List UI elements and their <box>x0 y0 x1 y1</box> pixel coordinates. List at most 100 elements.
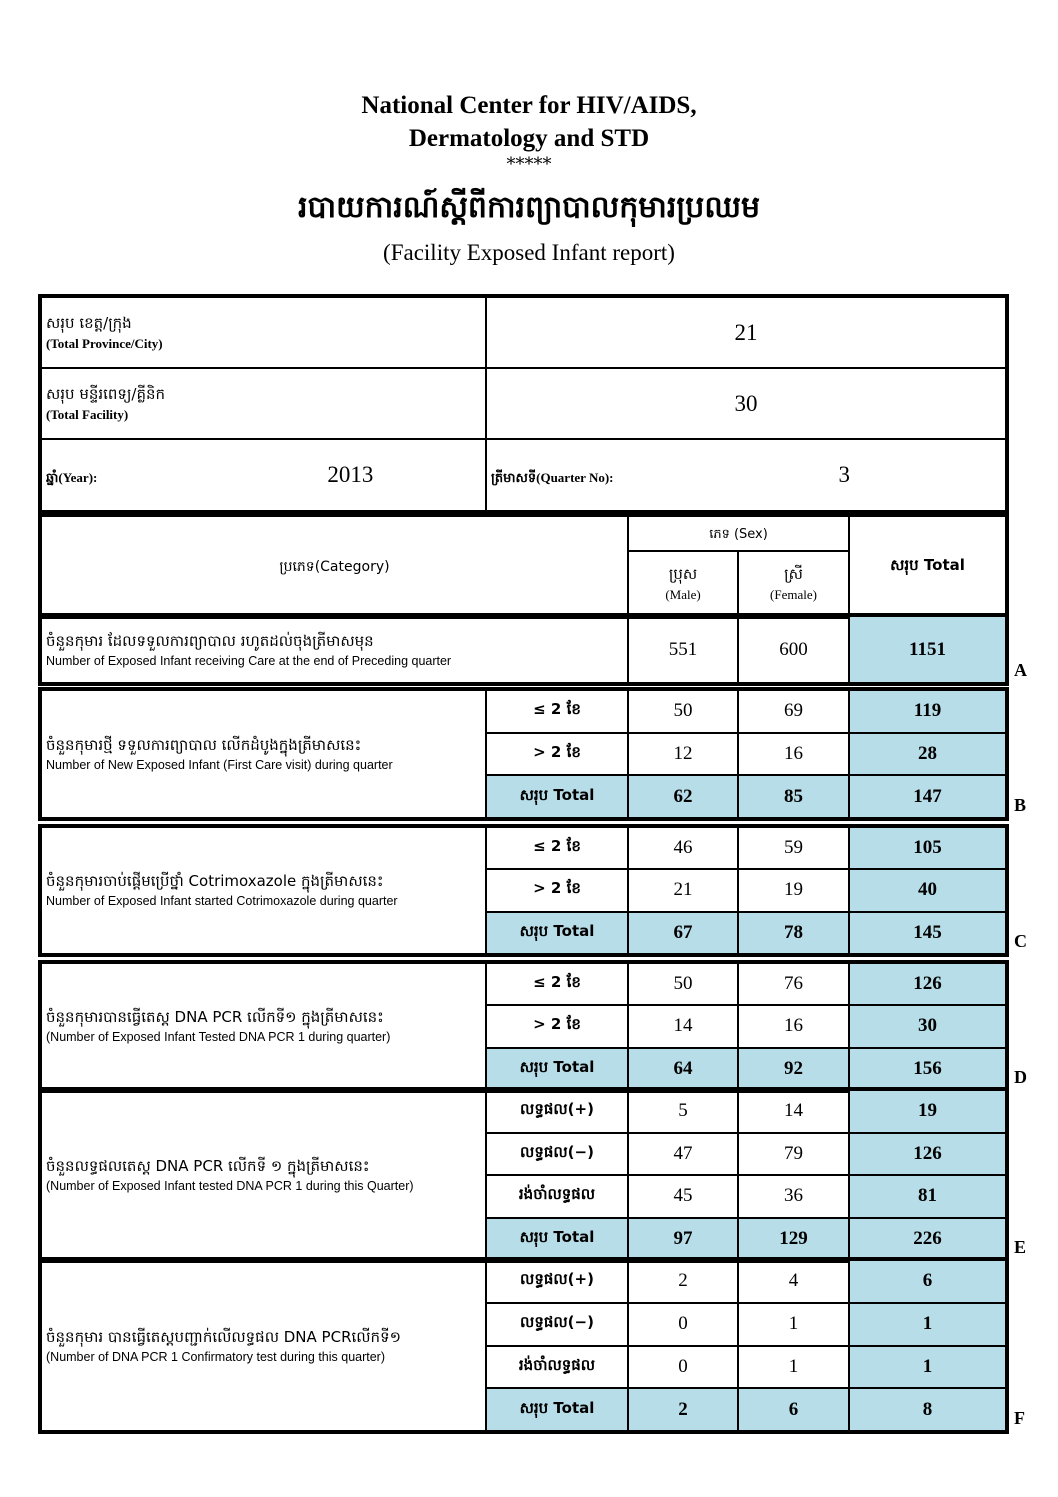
section-letter: F <box>1014 1408 1025 1428</box>
year-cell: ឆ្នាំ(Year): 2013 <box>40 438 487 512</box>
facility-label: សរុប មន្ទីរពេទ្យ/គ្លីនិក (Total Facility) <box>40 367 487 440</box>
section-letter: C <box>1014 931 1027 951</box>
male-value: 0 <box>627 1344 739 1390</box>
female-value: 85 <box>737 774 850 819</box>
total-value: 126 <box>848 1131 1007 1176</box>
male-value: 2 <box>627 1387 739 1432</box>
section-description: ចំនួនកុមារ បានធ្វើតេស្តបញ្ជាក់លើលទ្ធផល D… <box>40 1259 487 1432</box>
section-d-table: ចំនួនកុមារបានធ្វើតេស្ត DNA PCR លើកទី១ ក្… <box>38 960 1009 1093</box>
table-row: > 2 ខែ 12 16 28 <box>41 731 1007 777</box>
table-row: សរុប Total 62 85 147 <box>41 774 1007 819</box>
table-row: ចំនួនកុមារ ដែលទទួលការព្យាបាល រហូតដល់ចុងត… <box>40 615 1007 684</box>
section-description: ចំនួនលទ្ធផលតេស្ត DNA PCR លើកទី ១ ក្នុងត្… <box>40 1089 487 1261</box>
table-row: > 2 ខែ 21 19 40 <box>41 868 1007 913</box>
total-value: 1 <box>848 1301 1007 1347</box>
row-label: លទ្ធផល(−) <box>485 1301 629 1347</box>
row-label: លទ្ធផល(−) <box>485 1131 629 1176</box>
section-description: ចំនួនកុមារ ដែលទទួលការព្យាបាល រហូតដល់ចុងត… <box>40 615 629 684</box>
row-label: សរុប Total <box>485 1046 629 1091</box>
section-letter: D <box>1014 1067 1027 1087</box>
male-value: 12 <box>627 731 739 777</box>
section-letter: B <box>1014 795 1027 815</box>
section-description: ចំនួនកុមារថ្មី ទទួលការព្យាបាល លើកដំបូងក្… <box>40 689 487 819</box>
row-label: សរុប Total <box>485 1387 629 1432</box>
female-value: 1 <box>737 1301 850 1347</box>
info-table: សរុប ខេត្ត/ក្រុង (Total Province/City) 21… <box>38 294 1009 514</box>
total-value: 126 <box>848 961 1007 1007</box>
total-value: 147 <box>848 774 1007 819</box>
table-row: សរុប Total 67 78 145 <box>41 910 1007 955</box>
female-value: 1 <box>737 1344 850 1390</box>
male-value: 14 <box>627 1004 739 1049</box>
section-e-table: ចំនួនលទ្ធផលតេស្ត DNA PCR លើកទី ១ ក្នុងត្… <box>38 1087 1009 1263</box>
section-letter: A <box>1014 660 1027 680</box>
total-value: 105 <box>848 825 1007 871</box>
female-value: 19 <box>737 868 850 913</box>
section-description: ចំនួនកុមារបានធ្វើតេស្ត DNA PCR លើកទី១ ក្… <box>40 962 487 1091</box>
table-row: ចំនួនកុមារ បានធ្វើតេស្តបញ្ជាក់លើលទ្ធផល D… <box>40 1259 1007 1432</box>
female-value: 92 <box>737 1046 850 1091</box>
table-row: សរុប Total 97 129 226 <box>41 1216 1007 1261</box>
female-value: 59 <box>737 825 850 871</box>
org-line2: Dermatology and STD <box>408 125 650 152</box>
total-value: 28 <box>848 731 1007 777</box>
female-value: 16 <box>737 731 850 777</box>
row-label: លទ្ធផល(+) <box>485 1259 629 1304</box>
table-row: ចំនួនកុមារចាប់ផ្តើមប្រើថ្នាំ Cotrimoxazo… <box>40 825 1007 955</box>
row-label: រង់ចាំលទ្ធផល <box>485 1174 629 1219</box>
total-value: 119 <box>848 689 1007 734</box>
female-value: 129 <box>737 1216 850 1261</box>
row-label: លទ្ធផល(+) <box>485 1089 629 1134</box>
female-value: 6 <box>737 1387 850 1432</box>
table-row: ចំនួនកុមារបានធ្វើតេស្ត DNA PCR លើកទី១ ក្… <box>40 961 1007 1091</box>
male-value: 5 <box>627 1089 739 1134</box>
table-row: រង់ចាំលទ្ធផល 0 1 1 <box>41 1344 1007 1390</box>
quarter-value: 3 <box>838 461 851 487</box>
title-english: (Facility Exposed Infant report) <box>383 240 675 265</box>
total-value: 226 <box>848 1216 1007 1261</box>
year-value: 2013 <box>327 461 374 487</box>
facility-value: 30 <box>485 367 1007 440</box>
male-value: 64 <box>627 1046 739 1091</box>
female-value: 69 <box>737 689 850 734</box>
male-value: 46 <box>627 825 739 871</box>
row-label: > 2 ខែ <box>485 1004 629 1049</box>
province-label: សរុប ខេត្ត/ក្រុង (Total Province/City) <box>40 296 487 369</box>
table-row: សរុប Total 2 6 8 <box>41 1387 1007 1432</box>
total-value: 156 <box>848 1046 1007 1091</box>
total-value: 1 <box>848 1344 1007 1390</box>
table-row: សរុប Total 64 92 156 <box>41 1046 1007 1091</box>
row-label: សរុប Total <box>485 1216 629 1261</box>
total-value: 6 <box>848 1259 1007 1304</box>
male-value: 2 <box>627 1259 739 1304</box>
section-c-table: ចំនួនកុមារចាប់ផ្តើមប្រើថ្នាំ Cotrimoxazo… <box>38 824 1009 957</box>
section-letter: E <box>1014 1237 1027 1257</box>
male-value: 47 <box>627 1131 739 1176</box>
male-value: 97 <box>627 1216 739 1261</box>
female-value: 16 <box>737 1004 850 1049</box>
total-value: 40 <box>848 868 1007 913</box>
male-value: 62 <box>627 774 739 819</box>
male-value: 50 <box>627 689 739 734</box>
table-row: លទ្ធផល(−) 0 1 1 <box>41 1301 1007 1347</box>
table-row: រង់ចាំលទ្ធផល 45 36 81 <box>41 1174 1007 1219</box>
org-line1: National Center for HIV/AIDS, <box>361 92 697 119</box>
total-header: សរុប Total <box>848 515 1007 617</box>
row-label: រង់ចាំលទ្ធផល <box>485 1344 629 1390</box>
female-value: 36 <box>737 1174 850 1219</box>
female-value: 76 <box>737 961 850 1007</box>
category-header: ប្រភេទ(Category) <box>40 515 629 617</box>
quarter-cell: ត្រីមាសទី(Quarter No): 3 <box>485 438 1007 512</box>
female-value: 600 <box>737 615 850 684</box>
table-row: ចំនួនលទ្ធផលតេស្ត DNA PCR លើកទី ១ ក្នុងត្… <box>40 1089 1007 1261</box>
male-value: 67 <box>627 910 739 955</box>
total-value: 30 <box>848 1004 1007 1049</box>
male-value: 21 <box>627 868 739 913</box>
male-value: 551 <box>627 615 739 684</box>
row-label: សរុប Total <box>485 774 629 819</box>
male-value: 0 <box>627 1301 739 1347</box>
total-value: 19 <box>848 1089 1007 1134</box>
row-label: សរុប Total <box>485 910 629 955</box>
row-label: ≤ 2 ខែ <box>485 961 629 1007</box>
